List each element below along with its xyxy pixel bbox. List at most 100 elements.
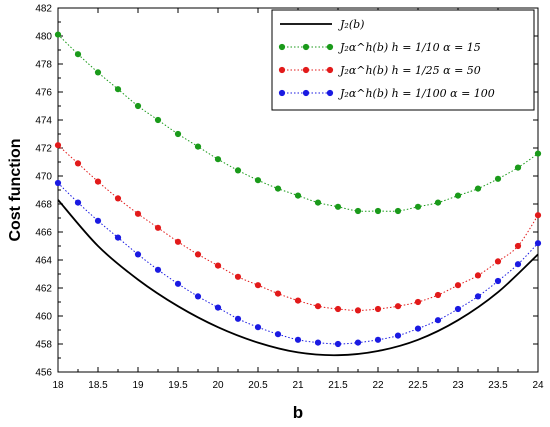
y-tick-label: 476	[35, 88, 52, 99]
series-3-point	[514, 261, 522, 268]
legend-swatch-marker	[302, 43, 310, 51]
x-tick-label: 24	[532, 380, 544, 391]
legend-swatch-marker	[278, 89, 286, 97]
series-3-point	[314, 339, 322, 346]
series-2-point	[474, 272, 482, 279]
series-3-point	[74, 199, 82, 206]
x-axis-label: b	[293, 403, 303, 422]
y-tick-label: 458	[35, 340, 52, 351]
series-1-point	[374, 207, 382, 215]
series-2-point	[274, 290, 282, 297]
series-2-point	[454, 282, 462, 289]
series-3-point	[414, 325, 422, 332]
series-3-point	[54, 179, 62, 187]
series-2-point	[414, 298, 422, 306]
series-1-point	[214, 156, 222, 163]
legend-swatch-marker	[326, 66, 334, 74]
series-1-point	[234, 167, 242, 174]
y-tick-label: 456	[35, 368, 52, 379]
series-2-point	[254, 282, 262, 289]
series-2-point	[154, 224, 162, 231]
y-tick-label: 462	[35, 284, 52, 295]
series-2-point	[74, 160, 82, 167]
series-3-point	[214, 304, 222, 311]
series-1-point	[194, 143, 202, 150]
series-2-point	[534, 212, 542, 219]
series-2-point	[374, 305, 382, 313]
x-tick-label: 18.5	[88, 380, 108, 391]
series-3-point	[94, 217, 102, 224]
series-3-point	[294, 336, 302, 343]
series-line-3	[57, 182, 539, 345]
series-1-point	[154, 116, 162, 124]
x-tick-label: 20.5	[248, 380, 268, 391]
series-1-point	[174, 130, 182, 138]
y-tick-label: 472	[35, 144, 52, 155]
series-3-point	[374, 336, 382, 343]
series-2-point	[194, 251, 202, 258]
series-2-point	[314, 303, 322, 310]
legend-entry-label: J₂α^h(b) h = 1/100 α = 100	[338, 87, 495, 100]
series-line-2	[57, 144, 539, 311]
x-tick-label: 19	[132, 380, 144, 391]
series-1-point	[254, 177, 262, 184]
series-1-point	[314, 199, 322, 206]
series-1-point	[494, 175, 502, 182]
series-2-point	[394, 303, 402, 310]
x-tick-label: 21.5	[328, 380, 348, 391]
series-1-point	[94, 69, 102, 76]
legend-swatch-marker	[278, 43, 286, 51]
series-1-point	[274, 185, 282, 192]
series-2-point	[214, 262, 222, 269]
series-3-point	[194, 293, 202, 300]
series-2-point	[174, 238, 182, 245]
legend-entry-label: J₂α^h(b) h = 1/10 α = 15	[338, 41, 481, 54]
series-2-point	[94, 178, 102, 185]
y-tick-label: 482	[35, 4, 52, 15]
y-tick-label: 470	[35, 172, 52, 183]
y-tick-label: 468	[35, 200, 52, 211]
series-2-point	[134, 210, 142, 217]
series-3-point	[234, 315, 242, 322]
series-3-point	[354, 339, 362, 346]
series-3-point	[454, 305, 462, 313]
series-2-point	[434, 291, 442, 299]
series-2-point	[334, 305, 342, 313]
series-1-point	[134, 102, 142, 110]
y-tick-label: 478	[35, 60, 52, 71]
legend-entry-label: J₂α^h(b) h = 1/25 α = 50	[338, 64, 481, 77]
x-tick-label: 20	[212, 380, 224, 391]
x-tick-label: 21	[292, 380, 304, 391]
series-1-point	[414, 203, 422, 210]
legend: J₂(b) J₂α^h(b) h = 1/10 α = 15 J₂α^h(b) h …	[271, 9, 535, 111]
series-3-point	[434, 317, 442, 324]
series-3-point	[154, 266, 162, 273]
series-1-point	[114, 86, 122, 93]
legend-swatch-marker	[302, 89, 310, 97]
y-tick-label: 466	[35, 228, 52, 239]
y-tick-label: 474	[35, 116, 52, 127]
series-3-point	[274, 331, 282, 338]
y-tick-label: 464	[35, 256, 52, 267]
legend-swatch-marker	[326, 89, 334, 97]
legend-swatch-marker	[302, 66, 310, 74]
series-3-point	[534, 240, 542, 247]
series-1-point	[394, 207, 402, 215]
series-1-point	[534, 150, 542, 157]
legend-swatch-marker	[326, 43, 334, 51]
series-1-point	[74, 51, 82, 58]
series-3-point	[494, 277, 502, 285]
series-1-point	[354, 207, 362, 215]
series-line-0	[57, 199, 539, 357]
series-1-point	[54, 31, 62, 38]
y-tick-label: 460	[35, 312, 52, 323]
series-2-point	[114, 195, 122, 202]
series-1-point	[474, 185, 482, 192]
x-tick-label: 18	[52, 380, 64, 391]
series-1-point	[334, 203, 342, 210]
series-1-point	[454, 192, 462, 199]
plot-area: 18 18.5 19 19.5 20 20.5 21 21.5 22 22.5 23 23.5 24 45…	[7, 4, 544, 423]
legend-entry-label: J₂(b)	[338, 18, 364, 31]
series-3-point	[394, 332, 402, 339]
